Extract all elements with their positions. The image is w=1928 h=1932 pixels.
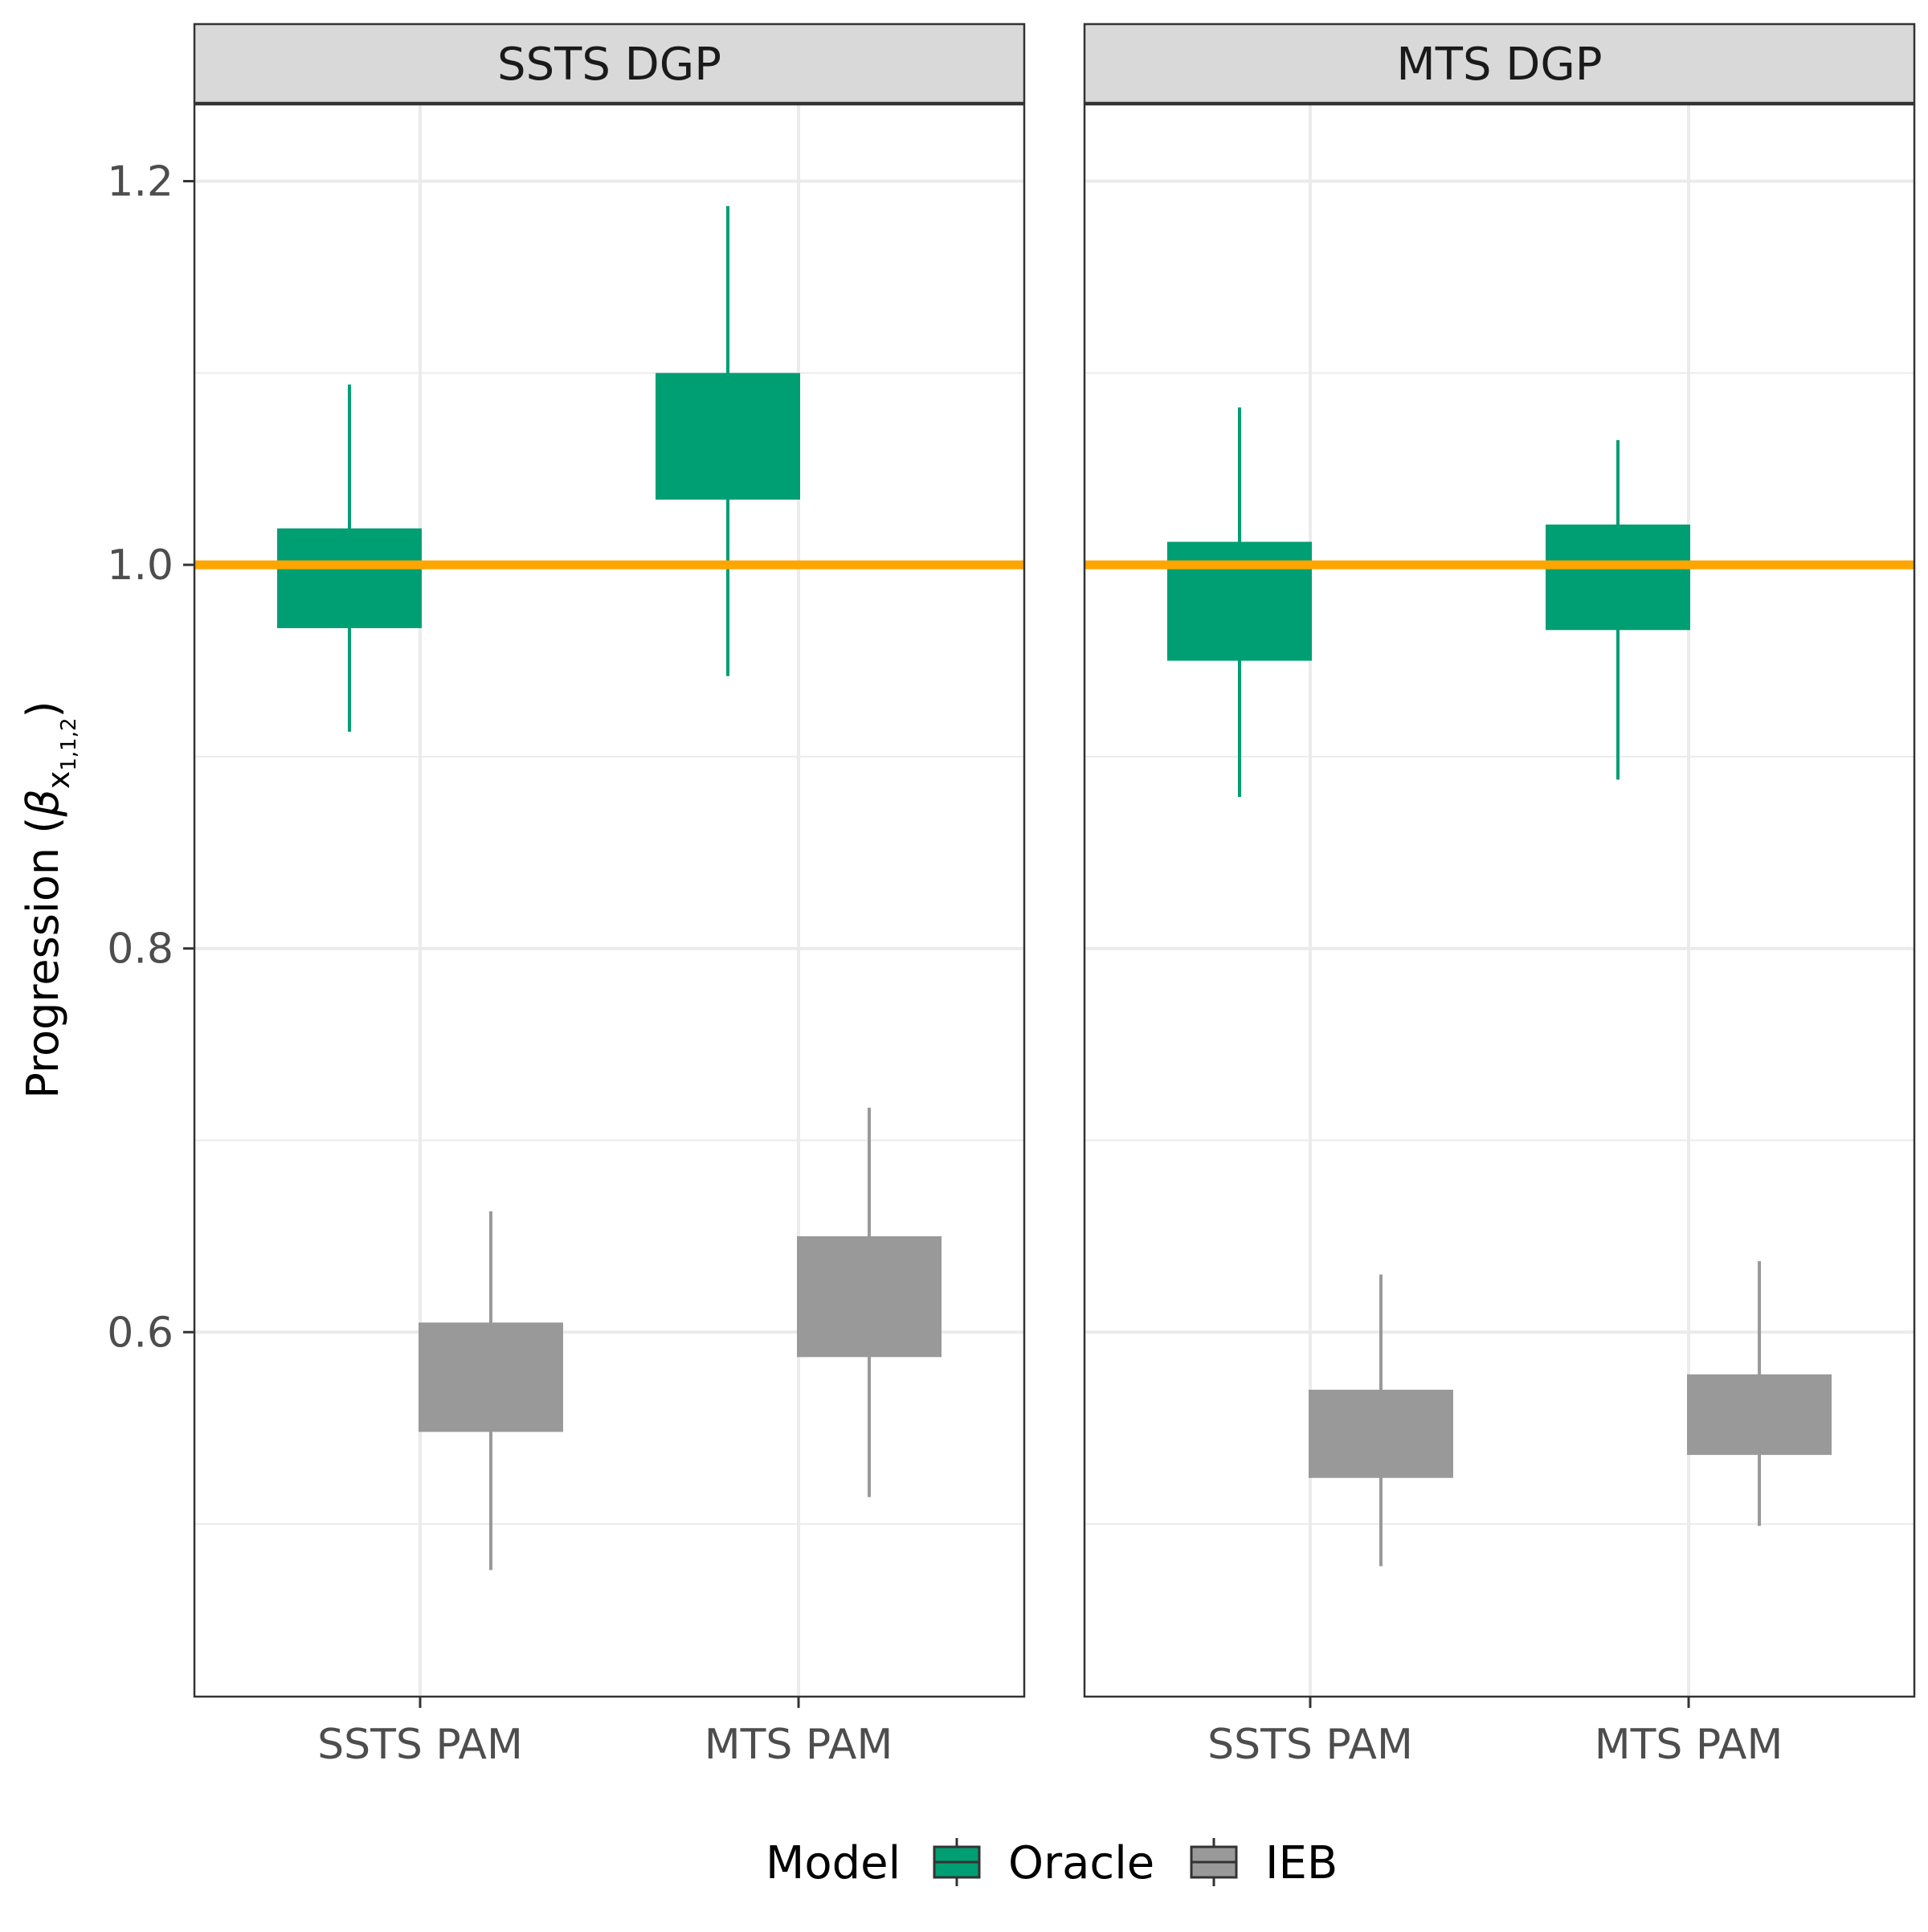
legend-label-oracle: Oracle	[1008, 1837, 1154, 1889]
y-tick-label: 0.8	[107, 925, 174, 974]
legend-title: Model	[766, 1837, 901, 1889]
box-ieb	[418, 1322, 563, 1432]
box-oracle	[276, 528, 422, 628]
y-tick-label: 0.6	[107, 1309, 174, 1357]
x-tick-label: SSTS PAM	[317, 1721, 523, 1769]
x-tick-label: SSTS PAM	[1207, 1721, 1413, 1769]
panel-title: SSTS DGP	[497, 39, 721, 91]
y-axis-title: Progression (βx1,1,2)	[18, 701, 81, 1098]
panel-background	[1084, 104, 1914, 1697]
box-oracle	[1546, 524, 1691, 631]
panel-strip	[1083, 22, 1916, 104]
y-tick-label: 1.2	[107, 158, 174, 206]
panel-strip	[193, 22, 1026, 104]
box-ieb	[1687, 1374, 1832, 1456]
box-oracle	[1166, 541, 1312, 661]
x-tick-label: MTS PAM	[705, 1721, 893, 1769]
panel-border	[193, 103, 1026, 1698]
box-oracle	[656, 373, 801, 500]
box-ieb	[797, 1236, 942, 1358]
panel-background	[194, 104, 1024, 1697]
panel-title: MTS DGP	[1396, 39, 1602, 91]
x-tick-label: MTS PAM	[1595, 1721, 1783, 1769]
box-ieb	[1308, 1389, 1453, 1478]
panel-border	[1083, 103, 1916, 1698]
y-tick-label: 1.0	[107, 541, 174, 590]
legend-label-ieb: IEB	[1265, 1837, 1338, 1889]
